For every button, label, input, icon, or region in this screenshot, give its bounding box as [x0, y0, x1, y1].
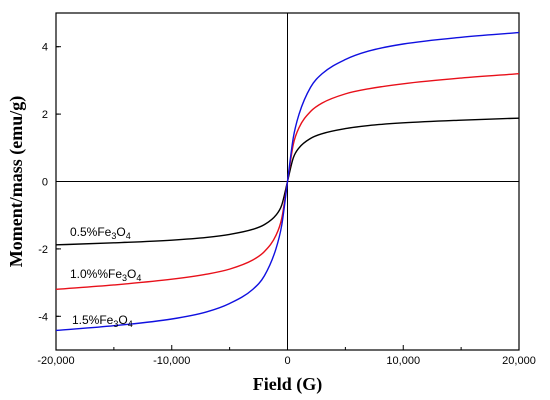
series-line-3: [55, 31, 520, 332]
x-axis-title: Field (G): [253, 374, 323, 395]
series-lines: [55, 31, 520, 332]
y-tick-label: 2: [42, 109, 48, 121]
x-tick-label: -10,000: [153, 355, 190, 367]
x-tick-label: 10,000: [386, 355, 420, 367]
series-label-3: 1.5%Fe3O4: [72, 313, 133, 329]
y-axis-ticks: -4 -2 0 2 4: [38, 42, 61, 323]
series-label-1: 0.5%Fe3O4: [70, 225, 131, 241]
series-label-2: 1.0%%Fe3O4: [70, 267, 141, 283]
y-axis-title: Moment/mass (emu/g): [6, 96, 27, 267]
x-tick-label: -20,000: [37, 355, 74, 367]
y-tick-label: 4: [42, 42, 48, 54]
series-labels: 0.5%Fe3O4 1.0%%Fe3O4 1.5%Fe3O4: [70, 225, 141, 329]
y-tick-label: -2: [38, 244, 48, 256]
y-tick-label: 0: [42, 177, 48, 189]
x-axis-ticks: -20,000 -10,000 0 10,000 20,000: [37, 345, 536, 367]
y-tick-label: -4: [38, 311, 48, 323]
x-tick-label: 20,000: [502, 355, 536, 367]
x-tick-label: 0: [284, 355, 290, 367]
